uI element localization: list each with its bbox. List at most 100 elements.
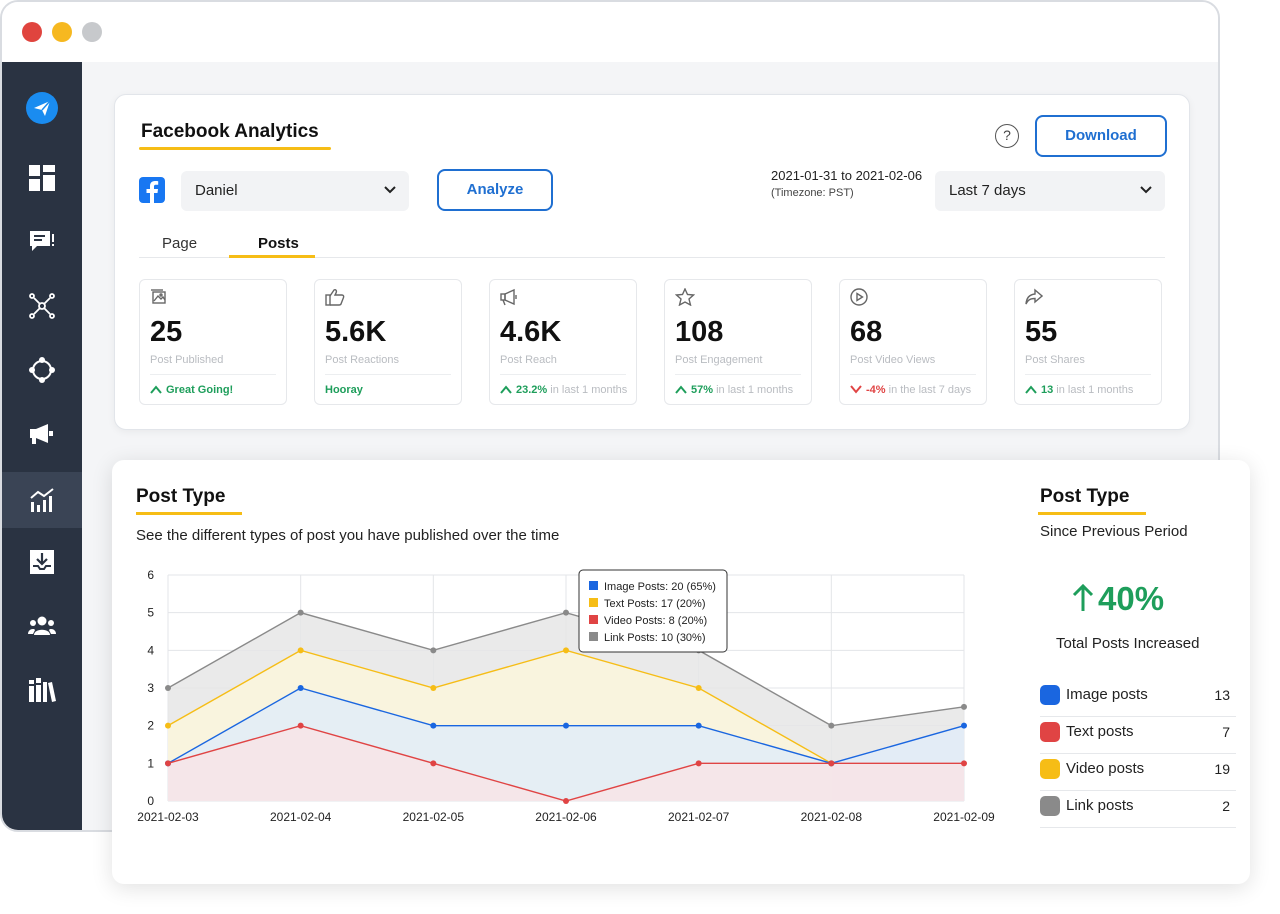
post-type-title-underline xyxy=(136,512,242,515)
stat-trend-highlight: -4% xyxy=(866,384,886,396)
megaphone-icon xyxy=(500,288,517,306)
series-area-video-posts xyxy=(168,725,964,801)
nodes-icon xyxy=(29,357,55,383)
x-tick-label: 2021-02-06 xyxy=(535,810,597,824)
sidebar-item-home[interactable] xyxy=(2,80,82,136)
data-point-link-posts xyxy=(297,609,304,616)
stat-divider xyxy=(325,374,451,375)
series-line-text-posts xyxy=(167,649,832,764)
tab-page[interactable]: Page xyxy=(162,235,198,252)
minimize-window-button[interactable] xyxy=(52,22,72,42)
stat-trend-highlight: Great Going! xyxy=(166,384,234,396)
sidebar-item-team[interactable] xyxy=(2,598,82,654)
data-point-text-posts xyxy=(563,647,569,654)
sidebar-item-campaigns[interactable] xyxy=(2,406,82,462)
stat-trend: Hooray xyxy=(325,384,363,396)
legend-swatch xyxy=(1040,722,1060,742)
arrow-down-icon xyxy=(850,385,862,394)
stat-trend-rest: in the last 7 days xyxy=(885,384,972,396)
stat-label: Post Shares xyxy=(1025,354,1085,366)
stat-trend-rest: in last 1 months xyxy=(547,384,628,396)
title-underline xyxy=(139,147,331,150)
data-point-image-posts xyxy=(961,722,967,729)
legend-name: Text posts xyxy=(1066,723,1134,740)
stat-trend-highlight: 57% xyxy=(691,384,714,396)
x-tick-label: 2021-02-08 xyxy=(801,810,863,824)
legend-count: 19 xyxy=(1214,761,1230,777)
tooltip-label: Text Posts: 17 (20%) xyxy=(604,598,706,610)
period-select-value: Last 7 days xyxy=(949,182,1026,199)
stat-trend-highlight: 23.2% xyxy=(516,384,548,396)
maximize-window-button[interactable] xyxy=(82,22,102,42)
stat-card-post-shares: 55 Post Shares 13 in last 1 months xyxy=(1014,279,1162,405)
stat-trend: Great Going! xyxy=(150,384,233,396)
sidebar-item-library[interactable] xyxy=(2,662,82,718)
date-range: 2021-01-31 to 2021-02-06 xyxy=(771,168,923,183)
sidebar-item-dashboard[interactable] xyxy=(2,150,82,206)
stat-card-post-video-views: 68 Post Video Views -4% in the last 7 da… xyxy=(839,279,987,405)
help-icon[interactable]: ? xyxy=(995,124,1019,148)
data-point-image-posts xyxy=(297,685,304,691)
y-tick-label: 5 xyxy=(147,606,154,620)
data-point-text-posts xyxy=(297,647,304,654)
title-bar xyxy=(2,2,1218,62)
close-window-button[interactable] xyxy=(22,22,42,42)
dashboard-icon xyxy=(29,165,55,191)
percent-change: 40% xyxy=(1072,580,1164,618)
data-point-link-posts xyxy=(165,685,171,691)
chevron-down-icon xyxy=(1140,186,1152,194)
percent-label: Total Posts Increased xyxy=(1056,635,1200,652)
summary-title-underline xyxy=(1038,512,1146,515)
library-icon xyxy=(29,678,56,702)
stat-divider xyxy=(500,374,626,375)
sidebar-item-messages[interactable] xyxy=(2,214,82,270)
star-icon xyxy=(675,288,695,306)
stat-card-posts-published: 25 Post Published Great Going! xyxy=(139,279,287,405)
legend-name: Video posts xyxy=(1066,760,1145,777)
account-select[interactable]: Daniel xyxy=(181,171,409,211)
chat-icon xyxy=(30,231,54,251)
analytics-icon xyxy=(30,488,54,512)
tab-posts[interactable]: Posts xyxy=(258,235,299,252)
data-point-text-posts xyxy=(165,722,171,729)
analyze-button[interactable]: Analyze xyxy=(437,169,553,211)
y-tick-label: 2 xyxy=(147,719,154,733)
y-tick-label: 4 xyxy=(147,643,154,657)
stat-label: Post Published xyxy=(150,354,224,366)
sidebar xyxy=(2,62,82,830)
x-tick-label: 2021-02-03 xyxy=(137,810,199,824)
y-tick-label: 6 xyxy=(147,568,154,582)
summary-title: Post Type xyxy=(1040,486,1130,507)
chevron-down-icon xyxy=(384,186,396,194)
download-button[interactable]: Download xyxy=(1035,115,1167,157)
sidebar-item-analytics[interactable] xyxy=(2,472,82,528)
chart-tooltip xyxy=(578,569,728,653)
data-point-video-posts xyxy=(828,760,835,767)
data-point-text-posts xyxy=(695,685,702,691)
download-tray-icon xyxy=(30,550,54,574)
data-point-text-posts xyxy=(430,685,437,691)
legend-name: Link posts xyxy=(1066,797,1134,814)
stat-divider xyxy=(1025,374,1151,375)
share-icon xyxy=(1025,288,1043,305)
sidebar-item-network[interactable] xyxy=(2,278,82,334)
sidebar-item-downloads[interactable] xyxy=(2,534,82,590)
arrow-up-icon xyxy=(150,385,162,394)
arrow-up-icon xyxy=(500,385,512,394)
stat-trend: 23.2% in last 1 months xyxy=(500,384,627,396)
stat-trend-highlight: 13 xyxy=(1041,384,1054,396)
sidebar-item-integrations[interactable] xyxy=(2,342,82,398)
period-select[interactable]: Last 7 days xyxy=(935,171,1165,211)
legend-item-link: Link posts 2 xyxy=(1040,791,1236,828)
data-point-image-posts xyxy=(695,722,702,729)
summary-subtitle: Since Previous Period xyxy=(1040,523,1188,540)
data-point-link-posts xyxy=(961,703,967,710)
legend-item-image: Image posts 13 xyxy=(1040,680,1236,717)
tooltip-swatch xyxy=(589,615,598,624)
stat-card-post-reach: 4.6K Post Reach 23.2% in last 1 months xyxy=(489,279,637,405)
data-point-image-posts xyxy=(563,722,569,729)
play-icon xyxy=(850,288,868,306)
post-type-title: Post Type xyxy=(136,486,226,507)
stat-value: 25 xyxy=(150,316,183,348)
x-tick-label: 2021-02-09 xyxy=(933,810,995,824)
